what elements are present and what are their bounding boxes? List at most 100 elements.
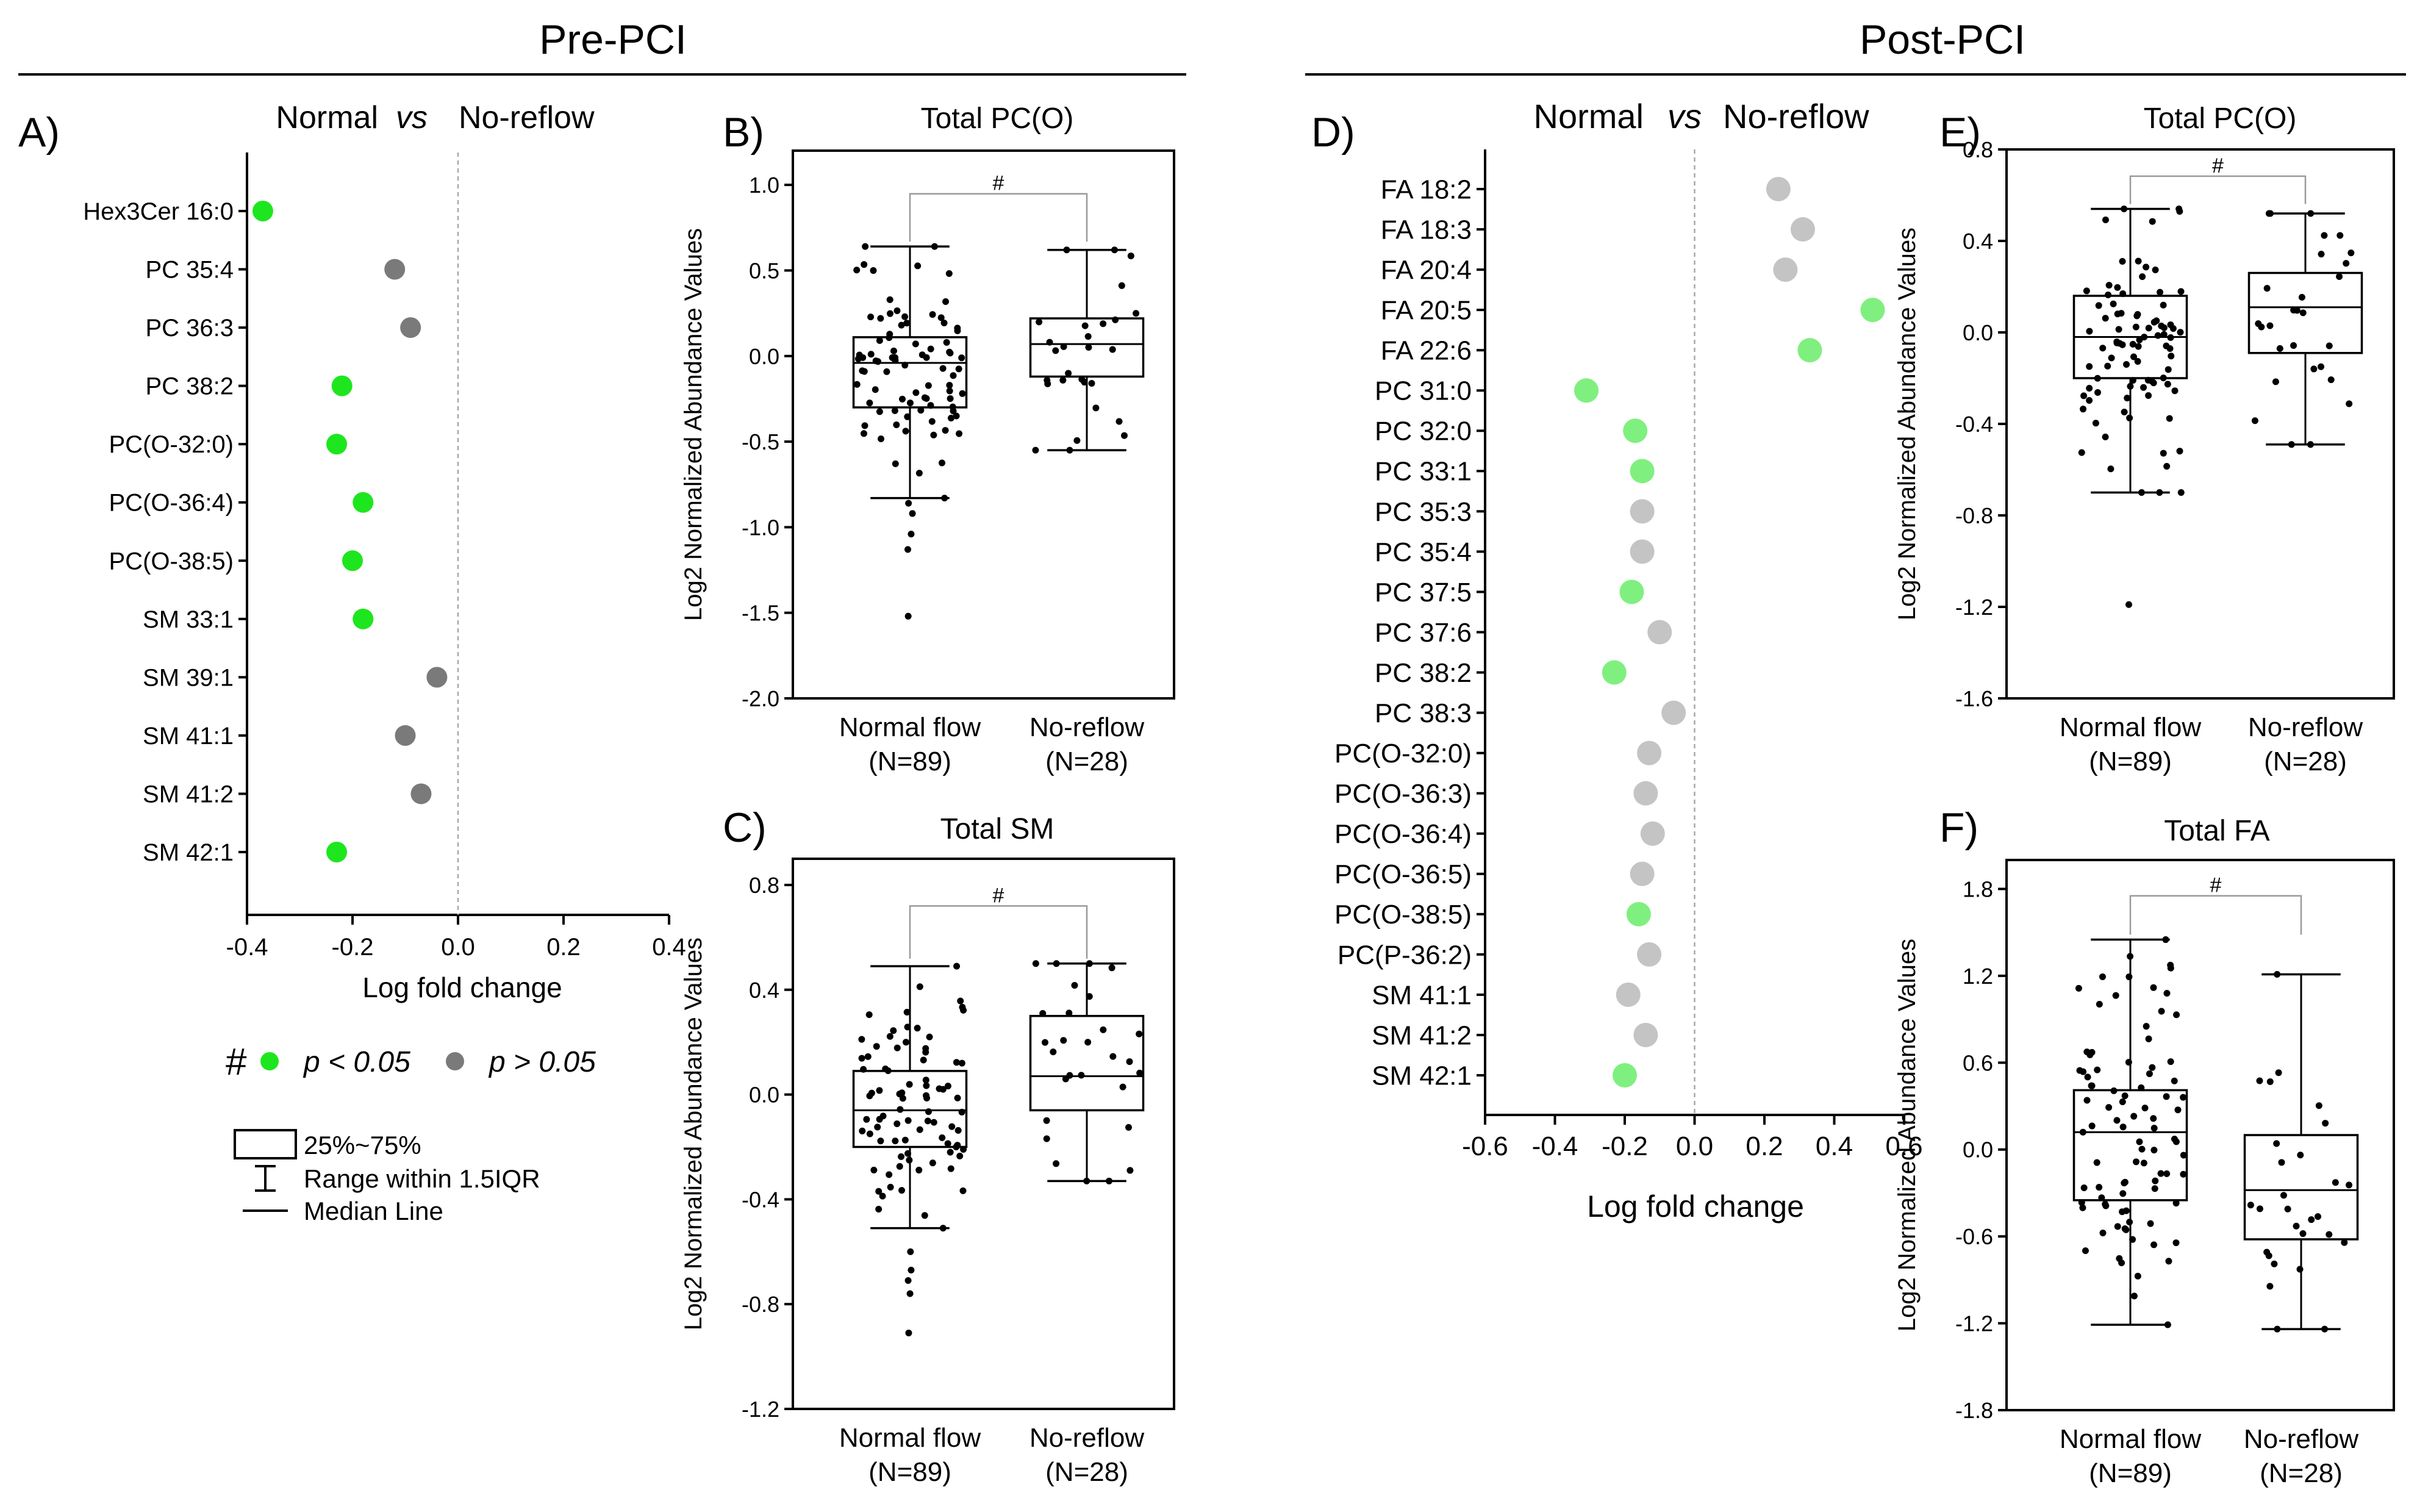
panel-a-data-point — [342, 550, 363, 571]
panel-e-outlier-point — [2125, 601, 2132, 608]
panel-e-jitter-point — [2263, 285, 2271, 292]
panel-c-jitter-point — [904, 1023, 911, 1031]
panel-c-jitter-point — [924, 1117, 931, 1125]
panel-d-category-label: FA 20:4 — [1381, 255, 1472, 285]
panel-e-jitter-point — [2347, 249, 2355, 257]
panel-c-jitter-point — [925, 1108, 932, 1116]
panel-e-jitter-point — [2138, 489, 2145, 496]
panel-d-category-label: PC(P-36:2) — [1337, 940, 1472, 970]
panel-b-jitter-point — [875, 358, 882, 365]
panel-c-jitter-point — [947, 1165, 954, 1172]
post-pci-header: Post-PCI — [1860, 16, 2025, 63]
panel-b-frame — [792, 149, 1175, 700]
panel-f-jitter-point — [2165, 1258, 2172, 1265]
panel-b-title: Total PC(O) — [921, 102, 1074, 135]
panel-c-jitter-point — [1119, 1083, 1126, 1091]
panel-f-jitter-point — [2274, 1325, 2281, 1333]
panel-c-jitter-point — [870, 1166, 878, 1173]
panel-b-outlier-point — [909, 510, 916, 517]
panel-e-jitter-point — [2346, 400, 2353, 407]
panel-b-jitter-point — [942, 427, 949, 434]
panel-c-jitter-point — [1136, 1069, 1144, 1077]
panel-d-data-point — [1630, 499, 1655, 524]
panel-f-jitter-point — [2296, 1266, 2304, 1273]
panel-a-data-point — [384, 259, 406, 280]
panel-c-jitter-point — [898, 1187, 906, 1194]
panel-e-jitter-point — [2102, 216, 2109, 223]
panel-f-jitter-point — [2094, 1066, 2101, 1073]
panel-e-ylabel: Log2 Normalized Abundance Values — [1894, 228, 1921, 620]
panel-f-jitter-point — [2273, 1140, 2280, 1147]
panel-f-jitter-point — [2332, 1179, 2339, 1186]
panel-b-jitter-point — [1046, 339, 1053, 346]
panel-a-data-point — [400, 317, 421, 339]
panel-c-jitter-point — [953, 1059, 960, 1066]
panel-f-label: F) — [1939, 804, 1978, 851]
panel-c-jitter-point — [1126, 1058, 1133, 1066]
panel-f-jitter-point — [2102, 1202, 2110, 1209]
panel-c-group-label: Normal flow — [839, 1423, 981, 1453]
panel-c-outlier-point — [905, 1329, 912, 1336]
panel-e-jitter-point — [2266, 322, 2274, 329]
panel-e-y-tick-label: -0.4 — [1955, 412, 1993, 437]
panel-f-title: Total FA — [2164, 815, 2269, 847]
panel-e-jitter-point — [2135, 257, 2142, 265]
panel-c-jitter-point — [904, 1150, 912, 1157]
panel-c-jitter-point — [922, 1077, 929, 1084]
panel-e-jitter-point — [2251, 417, 2258, 425]
panel-b-y-tick-label: 0.0 — [749, 344, 779, 369]
panel-f-jitter-point — [2136, 1138, 2143, 1145]
panel-f-jitter-point — [2093, 1159, 2100, 1166]
panel-f-y-tick-label: 0.6 — [1963, 1050, 1993, 1075]
panel-a-x-tick-label: -0.4 — [226, 934, 268, 961]
panel-b-group-n-label: (N=89) — [868, 747, 951, 776]
panel-f-jitter-point — [2152, 1177, 2159, 1184]
panel-f-jitter-point — [2293, 1222, 2300, 1230]
panel-c-box — [1029, 1014, 1145, 1112]
panel-c-jitter-point — [1032, 960, 1039, 967]
panel-c-jitter-point — [893, 1044, 901, 1052]
panel-f-jitter-point — [2297, 1152, 2304, 1159]
panel-c-jitter-point — [866, 1092, 873, 1100]
panel-b-jitter-point — [923, 354, 930, 361]
panel-f-jitter-point — [2082, 1247, 2089, 1255]
panel-e-jitter-point — [2114, 284, 2121, 291]
panel-b-jitter-point — [1078, 376, 1086, 383]
panel-d-data-point — [1637, 740, 1662, 765]
panel-f-jitter-point — [2130, 1113, 2138, 1120]
panel-c-jitter-point — [865, 1011, 873, 1019]
panel-f-jitter-point — [2083, 1097, 2091, 1104]
panel-b-jitter-point — [867, 314, 875, 321]
panel-e-jitter-point — [2108, 354, 2115, 362]
panel-c-jitter-point — [929, 1159, 936, 1167]
panel-c-jitter-point — [939, 1225, 947, 1232]
panel-e-jitter-point — [2145, 392, 2152, 399]
legend-whisker-label: Range within 1.5IQR — [304, 1164, 540, 1193]
panel-e-y-tick-label: -1.2 — [1955, 595, 1993, 620]
panel-f-jitter-point — [2141, 1105, 2149, 1112]
panel-e-jitter-point — [2080, 406, 2087, 413]
panel-f-jitter-point — [2076, 1067, 2083, 1074]
panel-f-jitter-point — [2326, 1231, 2333, 1238]
panel-f-jitter-point — [2265, 1252, 2272, 1259]
panel-e-group-n-label: (N=28) — [2264, 747, 2347, 776]
panel-e-jitter-point — [2102, 315, 2109, 322]
panel-b-jitter-point — [893, 421, 900, 429]
panel-f-jitter-point — [2271, 1260, 2278, 1267]
panel-c-outlier-point — [904, 1277, 912, 1284]
panel-b-jitter-point — [862, 243, 869, 250]
panel-e-jitter-point — [2129, 340, 2136, 348]
panel-b-jitter-point — [1065, 370, 1072, 377]
panel-a-data-point — [326, 842, 348, 862]
panel-b-jitter-point — [949, 403, 956, 410]
panel-f-jitter-point — [2119, 1190, 2127, 1197]
panel-f-jitter-point — [2130, 1292, 2138, 1300]
panel-c-jitter-point — [1039, 1010, 1047, 1017]
panel-b-jitter-point — [925, 382, 932, 389]
panel-d-data-point — [1602, 660, 1627, 685]
panel-e-jitter-point — [2177, 329, 2184, 336]
panel-f-jitter-point — [2138, 1145, 2146, 1153]
panel-b-significance-label: # — [993, 172, 1004, 195]
panel-c-jitter-point — [860, 1066, 867, 1073]
panel-c-group-label: No-reflow — [1029, 1423, 1144, 1453]
